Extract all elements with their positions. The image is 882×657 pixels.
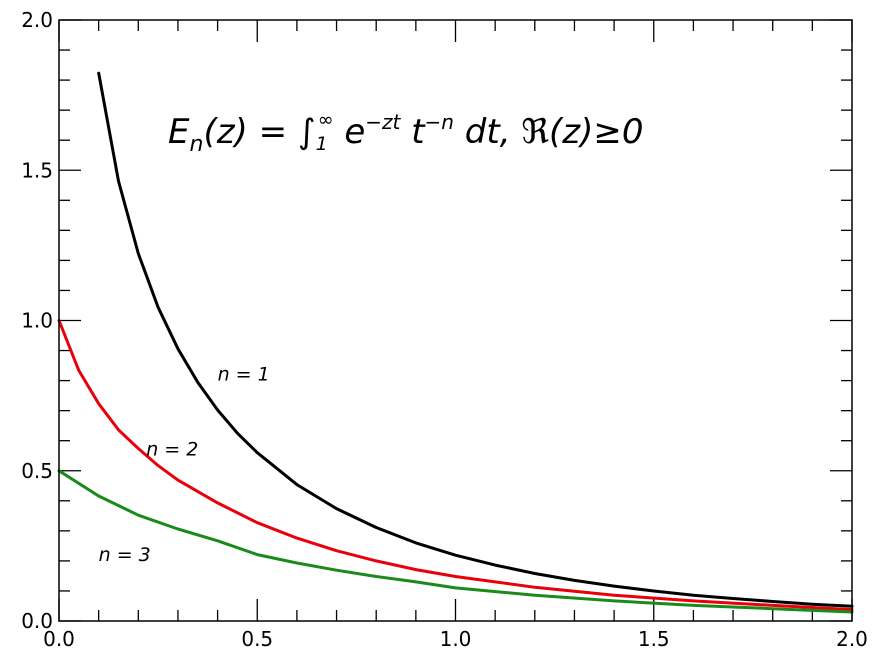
title-sub-n: n (189, 132, 203, 157)
y-tick-label: 1.0 (21, 309, 53, 333)
chart-title: En(z) = ∫1∞ e−zt t−n dt, ℜ(z)≥0 (168, 109, 644, 157)
curve-labels: n = 1 n = 2 n = 3 (99, 364, 270, 566)
series-line-n1 (97, 71, 854, 608)
y-tick-label: 0.5 (21, 459, 53, 483)
title-tail: dt, ℜ(z)≥0 (454, 112, 644, 152)
x-tick-label: 0.0 (43, 627, 75, 651)
curve-label-n1: n = 1 (218, 364, 270, 386)
x-tick-label: 0.5 (241, 627, 273, 651)
title-sup-zt: −zt (365, 110, 401, 134)
series-line-n2 (57, 319, 854, 612)
curves (57, 71, 854, 614)
y-tick-label: 1.5 (21, 158, 53, 182)
title-E: E (168, 112, 190, 152)
axis-ticks (58, 19, 853, 622)
y-tick-label: 0.0 (21, 609, 53, 633)
plot-frame (58, 19, 853, 622)
title-sup-inf: ∞ (318, 109, 334, 131)
x-tick-label: 2.0 (836, 627, 868, 651)
series-line-n3 (57, 469, 854, 614)
title-integral: ∫ (298, 112, 316, 152)
curve-label-n3: n = 3 (99, 544, 151, 566)
title-arg: (z) = (203, 112, 297, 152)
x-tick-label: 1.0 (440, 627, 472, 651)
title-t: t (400, 112, 426, 152)
title-e: e (334, 112, 366, 152)
x-tick-label: 1.5 (638, 627, 670, 651)
title-sub-1: 1 (316, 133, 328, 155)
curve-label-n2: n = 2 (146, 439, 198, 461)
y-tick-label: 2.0 (21, 8, 53, 32)
title-sup-n: −n (425, 110, 454, 134)
tick-labels: 0.0 0.5 1.0 1.5 2.0 0.0 0.5 1.0 1.5 2.0 (21, 8, 868, 651)
